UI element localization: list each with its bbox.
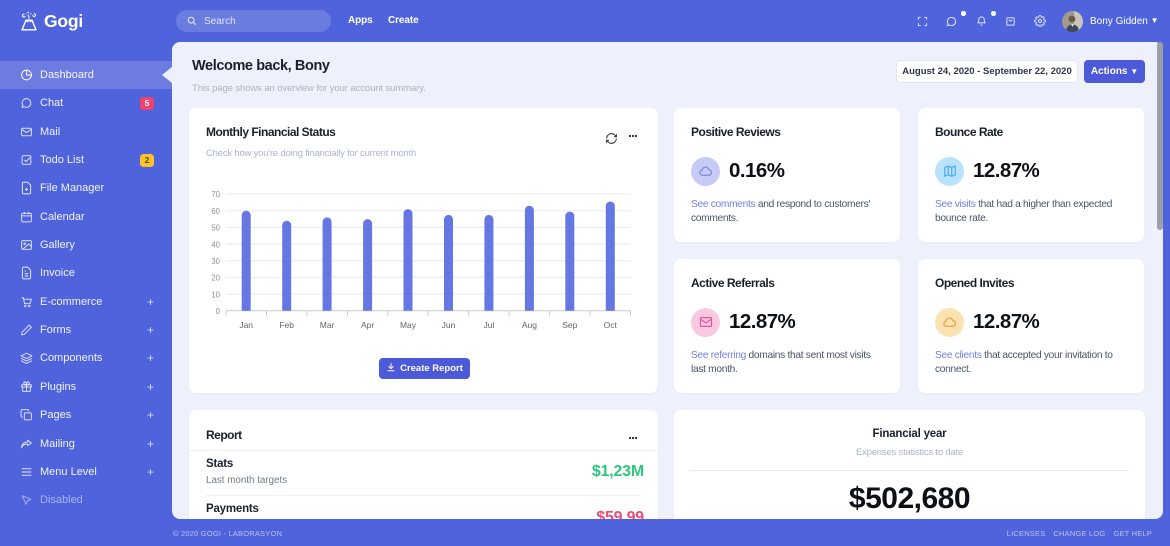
svg-text:60: 60 [211, 207, 220, 216]
svg-text:Sep: Sep [562, 320, 577, 330]
svg-text:Mar: Mar [320, 320, 335, 330]
svg-text:May: May [400, 320, 417, 330]
svg-text:40: 40 [211, 240, 220, 249]
svg-text:Jul: Jul [483, 320, 494, 330]
svg-text:Aug: Aug [522, 320, 537, 330]
svg-text:0: 0 [216, 307, 221, 316]
svg-text:Jan: Jan [239, 320, 253, 330]
svg-text:Feb: Feb [279, 320, 294, 330]
svg-text:Oct: Oct [604, 320, 618, 330]
svg-text:70: 70 [211, 190, 220, 199]
svg-text:20: 20 [211, 274, 220, 283]
svg-text:50: 50 [211, 224, 220, 233]
svg-text:Jun: Jun [442, 320, 456, 330]
svg-text:Apr: Apr [361, 320, 374, 330]
svg-text:30: 30 [211, 257, 220, 266]
svg-text:10: 10 [211, 290, 220, 299]
